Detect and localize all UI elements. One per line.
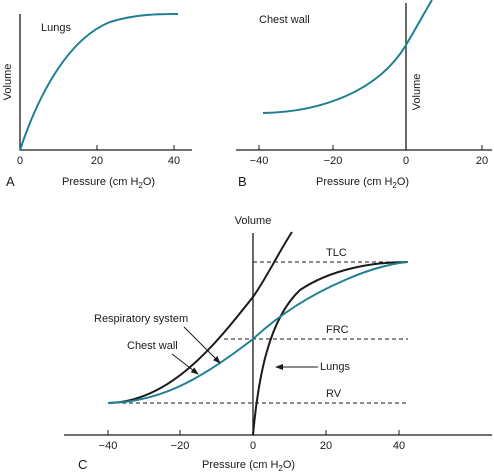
panel-b-tick-label-20: 20 (476, 155, 488, 167)
panel-b: −40 −20 0 20 Chest wall Volume Pressure … (236, 0, 492, 190)
panel-c: −40 −20 0 20 40 Volume TLC FRC RV Respir… (64, 215, 492, 472)
panel-a-ylabel: Volume (2, 64, 14, 101)
respiratory-system-label: Respiratory system (94, 313, 188, 325)
chest-wall-arrow (171, 353, 199, 375)
panel-b-chest-wall-curve (262, 0, 433, 114)
panel-c-chest-wall-curve (107, 231, 293, 404)
panel-c-respiratory-system-curve (107, 261, 409, 404)
panel-b-xlabel: Pressure (cm H2O) (316, 176, 409, 190)
panel-a-xlabel: Pressure (cm H2O) (62, 176, 155, 190)
panel-c-ylabel: Volume (235, 215, 272, 227)
panel-c-tick-label-0: 0 (250, 440, 256, 452)
panel-a-tick-label-20: 20 (91, 155, 103, 167)
panel-c-tick-label-minus20: −20 (171, 440, 190, 452)
panel-a-tick-label-0: 0 (17, 155, 23, 167)
panel-c-tick-label-20: 20 (320, 440, 332, 452)
panel-a-lung-curve (19, 13, 179, 151)
tlc-label: TLC (326, 247, 347, 259)
panel-a-letter: A (6, 174, 15, 189)
panel-c-tick-label-40: 40 (393, 440, 405, 452)
panel-c-tick-label-minus40: −40 (99, 440, 118, 452)
panel-c-lungs-curve (252, 261, 409, 436)
panel-b-letter: B (238, 174, 247, 189)
rv-label: RV (326, 388, 342, 400)
panel-b-tick-label-minus20: −20 (324, 155, 343, 167)
panel-a-tick-label-40: 40 (168, 155, 180, 167)
respiratory-system-arrow (183, 326, 221, 364)
chest-wall-label: Chest wall (127, 340, 178, 352)
frc-label: FRC (326, 324, 349, 336)
panel-a-title: Lungs (41, 22, 71, 34)
panel-a: 0 20 40 Volume Lungs Pressure (cm H2O) A (2, 13, 192, 190)
panel-b-title: Chest wall (259, 14, 310, 26)
panel-a-axes (19, 14, 192, 151)
panel-c-letter: C (78, 457, 87, 472)
panel-b-tick-label-0: 0 (403, 155, 409, 167)
panel-b-ylabel: Volume (411, 74, 423, 111)
panel-b-tick-label-minus40: −40 (250, 155, 269, 167)
panel-c-xlabel: Pressure (cm H2O) (202, 459, 295, 472)
lungs-label: Lungs (320, 361, 350, 373)
